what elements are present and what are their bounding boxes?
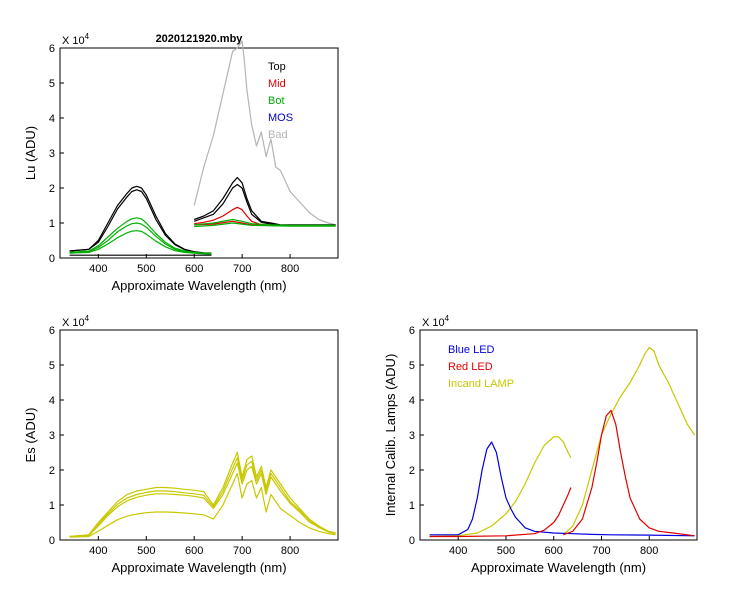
lamps-y-tick-label-5: 5 [409,360,415,372]
es-series-es-4 [69,472,336,538]
es-x-tick-label-700: 700 [233,545,251,557]
lamps-series-incand-lamp-b [562,346,696,536]
lu-axis-ticks: 400 500 600 700 800 0 1 2 3 4 5 6 [49,43,299,275]
es-y-tick-label-6: 6 [49,325,55,337]
lu-x-axis-label: Approximate Wavelength (nm) [111,278,286,293]
lamps-y-tick-label-6: 6 [409,325,415,337]
lamps-y-tick-label-2: 2 [409,465,415,477]
lu-x-tick-label-700: 700 [233,263,251,275]
lu-exponent-label: X 104 [62,32,90,47]
lamps-series-red-led-a [429,487,572,538]
es-x-tick-label-400: 400 [89,545,107,557]
es-y-tick-label-4: 4 [49,395,55,407]
es-exponent-base: X 10 [62,317,85,329]
lamps-y-tick-label-3: 3 [409,430,415,442]
es-series-es-1 [69,451,336,538]
es-y-tick-label-5: 5 [49,360,55,372]
es-series-es-3 [69,462,336,538]
lamps-x-tick-label-400: 400 [449,545,467,557]
lu-series-group [69,40,336,256]
lu-x-tick-label-400: 400 [89,263,107,275]
es-y-tick-label-3: 3 [49,430,55,442]
lu-legend-top: Top [268,61,286,73]
lamps-exponent-power: 4 [445,314,450,323]
es-series-group [69,451,336,538]
lu-legend-mid: Mid [268,78,286,90]
lu-chart-title: 2020121920.mby [156,33,244,45]
lamps-y-tick-label-4: 4 [409,395,415,407]
es-y-tick-label-1: 1 [49,500,55,512]
lu-legend: Top Mid Bot MOS Bad [268,61,293,141]
lamps-legend-blue-led: Blue LED [448,344,495,356]
lu-chart-panel: 400 500 600 700 800 0 1 2 3 4 5 6 2020121920.mby X … [23,32,339,293]
lu-series-bot-5 [194,222,336,228]
lamps-x-tick-label-700: 700 [592,545,610,557]
lamps-series-group [429,346,696,538]
lamps-series-blue-led [429,441,695,537]
lu-y-tick-label-5: 5 [49,78,55,90]
lu-y-tick-label-3: 3 [49,148,55,160]
lamps-x-tick-label-800: 800 [640,545,658,557]
lamps-axis-ticks: 400 500 600 700 800 0 1 2 3 4 5 6 [409,325,659,557]
lamps-legend: Blue LED Red LED Incand LAMP [448,344,514,390]
lamps-series-red-led-b [563,409,695,537]
es-y-tick-label-0: 0 [49,535,55,547]
lu-y-tick-label-0: 0 [49,253,55,265]
lu-legend-mos: MOS [268,112,293,124]
es-axis-ticks: 400 500 600 700 800 0 1 2 3 4 5 6 [49,325,299,557]
lamps-x-tick-label-600: 600 [545,545,563,557]
lamps-y-tick-label-0: 0 [409,535,415,547]
lu-exponent-base: X 10 [62,35,85,47]
lu-series-bot-4 [194,218,336,226]
lu-series-bad [193,40,336,226]
lu-legend-bad: Bad [268,129,288,141]
lu-y-tick-label-6: 6 [49,43,55,55]
lamps-x-axis-label: Approximate Wavelength (nm) [471,560,646,575]
lu-exponent-power: 4 [85,32,90,41]
es-x-axis-label: Approximate Wavelength (nm) [111,560,286,575]
lu-x-tick-label-600: 600 [185,263,203,275]
lu-y-tick-label-1: 1 [49,218,55,230]
es-exponent-power: 4 [85,314,90,323]
lamps-series-incand-lamp-a [429,436,572,538]
lamps-legend-incand-lamp: Incand LAMP [448,378,514,390]
lu-y-axis-label: Lu (ADU) [23,126,38,180]
es-y-axis-label: Es (ADU) [23,408,38,463]
lu-y-tick-label-4: 4 [49,113,55,125]
lamps-y-axis-label: Internal Calib. Lamps (ADU) [383,354,398,517]
es-x-tick-label-500: 500 [137,545,155,557]
lamps-exponent-label: X 104 [422,314,450,329]
lu-x-tick-label-500: 500 [137,263,155,275]
lamps-exponent-base: X 10 [422,317,445,329]
lamps-x-tick-label-500: 500 [497,545,515,557]
lu-legend-bot: Bot [268,95,285,107]
lu-series-top-2 [69,189,212,254]
es-x-tick-label-600: 600 [185,545,203,557]
lamps-y-tick-label-1: 1 [409,500,415,512]
lu-series-bot-3 [69,230,212,255]
lu-y-tick-label-2: 2 [49,183,55,195]
lamps-legend-red-led: Red LED [448,361,493,373]
lu-x-tick-label-800: 800 [281,263,299,275]
es-y-tick-label-2: 2 [49,465,55,477]
es-x-tick-label-800: 800 [281,545,299,557]
es-exponent-label: X 104 [62,314,90,329]
es-series-es-2 [69,457,336,538]
